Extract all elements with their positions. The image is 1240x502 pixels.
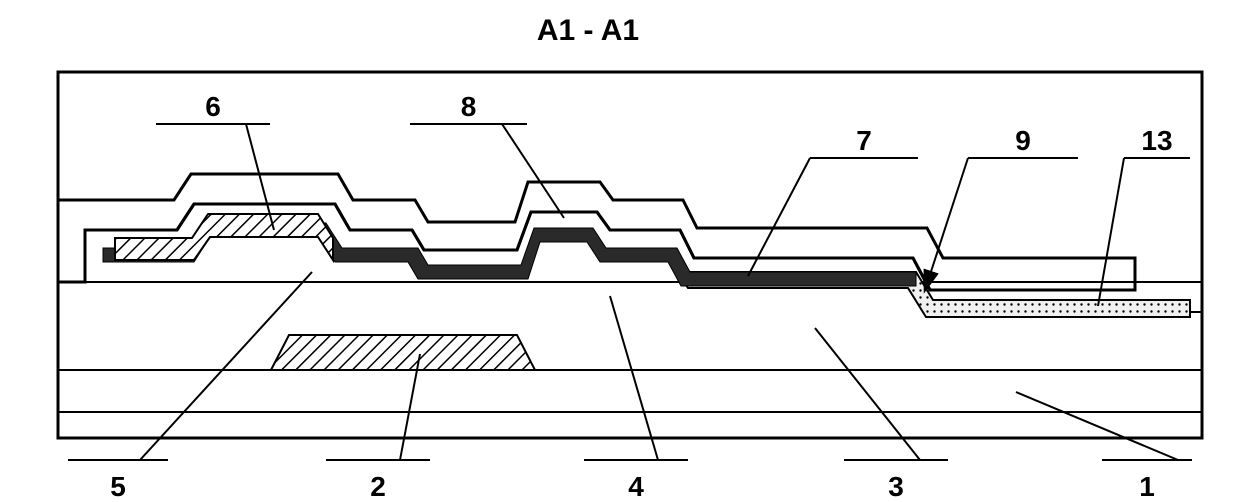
callout-number: 8 bbox=[461, 91, 477, 122]
callout-number: 1 bbox=[1139, 471, 1155, 502]
callout-number: 5 bbox=[110, 471, 126, 502]
callout-number: 13 bbox=[1141, 125, 1172, 156]
callout-number: 9 bbox=[1015, 125, 1031, 156]
callout-number: 3 bbox=[888, 471, 904, 502]
callout-number: 4 bbox=[628, 471, 644, 502]
callout-number: 6 bbox=[205, 91, 221, 122]
callout-number: 7 bbox=[856, 125, 872, 156]
region-2-gate bbox=[271, 335, 535, 370]
section-title: A1 - A1 bbox=[537, 14, 639, 47]
callout-number: 2 bbox=[370, 471, 386, 502]
